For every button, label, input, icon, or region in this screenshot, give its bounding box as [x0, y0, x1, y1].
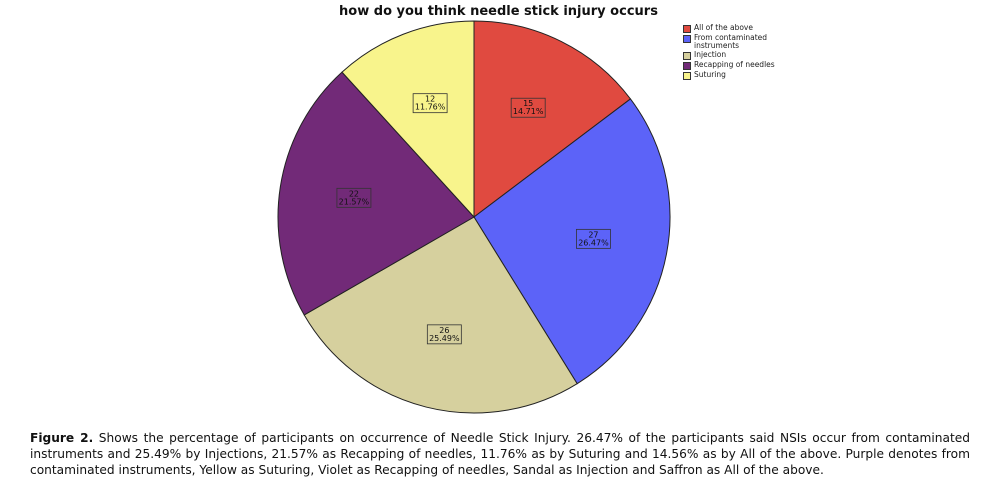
legend-label: From contaminated instruments — [694, 33, 768, 50]
slice-count-label: 22 — [349, 189, 359, 198]
slice-label-box — [336, 187, 372, 208]
pie-slice — [473, 98, 671, 385]
legend-label: Injection — [694, 50, 727, 59]
caption-text: Shows the percentage of participants on … — [30, 431, 970, 477]
slice-label-box — [510, 97, 546, 118]
pie-slice — [341, 20, 475, 219]
figure-label: Figure 2. — [30, 431, 94, 445]
legend-swatch — [683, 52, 691, 60]
chart-title: how do you think needle stick injury occ… — [339, 4, 658, 19]
slice-percent-label: 25.49% — [429, 334, 460, 343]
legend-swatch — [683, 35, 691, 43]
slice-count-label: 15 — [523, 99, 533, 108]
legend-item-all-of-the-above: All of the above — [683, 24, 804, 33]
slice-percent-label: 21.57% — [339, 197, 370, 206]
slice-count-label: 12 — [425, 95, 435, 104]
legend-label: Suturing — [694, 70, 726, 79]
chart-legend: All of the above From contaminated instr… — [683, 24, 804, 81]
slice-percent-label: 14.71% — [513, 107, 544, 116]
legend-label: All of the above — [694, 23, 753, 32]
legend-swatch — [683, 62, 691, 70]
slice-label-box — [426, 324, 462, 345]
legend-item-suturing: Suturing — [683, 71, 804, 80]
figure-caption: Figure 2. Shows the percentage of partic… — [30, 430, 970, 478]
legend-label: Recapping of needles — [694, 60, 775, 69]
pie-slice — [277, 71, 475, 316]
slice-label-box — [576, 228, 611, 249]
slice-percent-label: 11.76% — [415, 103, 446, 112]
legend-swatch — [683, 25, 691, 33]
legend-item-injection: Injection — [683, 51, 804, 60]
legend-swatch — [683, 72, 691, 80]
slice-count-label: 26 — [439, 326, 449, 335]
legend-item-recapping-of-needles: Recapping of needles — [683, 61, 804, 70]
legend-item-from-contaminated-instruments: From contaminated instruments — [683, 34, 804, 50]
slice-count-label: 27 — [588, 230, 598, 239]
pie-slice — [473, 20, 632, 219]
slice-percent-label: 26.47% — [578, 238, 609, 247]
pie-slice — [303, 216, 578, 414]
slice-label-box — [412, 93, 448, 114]
